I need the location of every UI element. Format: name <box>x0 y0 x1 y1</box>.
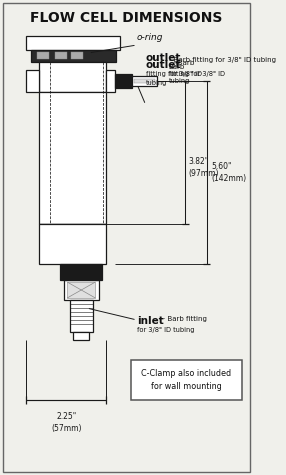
Text: inlet: inlet <box>137 316 164 326</box>
Text: for 3/8" ID tubing: for 3/8" ID tubing <box>137 327 194 333</box>
Bar <box>134 79 156 83</box>
Bar <box>131 360 242 400</box>
Text: · Barb: · Barb <box>173 60 195 66</box>
Text: tubing: tubing <box>169 78 190 84</box>
Bar <box>70 300 93 332</box>
Bar <box>63 280 99 300</box>
Bar <box>71 52 83 59</box>
Text: outlet: outlet <box>146 60 181 70</box>
Text: · Barb fitting: · Barb fitting <box>162 316 206 322</box>
Bar <box>132 76 157 86</box>
Text: 3.82"
(97mm): 3.82" (97mm) <box>188 157 219 178</box>
Text: 5.60"
(142mm): 5.60" (142mm) <box>211 162 246 183</box>
Bar <box>67 282 96 298</box>
Bar <box>37 52 49 59</box>
Text: outlet: outlet <box>146 53 181 63</box>
Text: C-Clamp also included
for wall mounting: C-Clamp also included for wall mounting <box>141 369 231 391</box>
Bar <box>60 264 102 280</box>
Bar <box>106 70 115 92</box>
Bar <box>39 62 106 92</box>
Bar <box>73 332 89 340</box>
Text: fitting for 3/8" ID: fitting for 3/8" ID <box>169 71 225 77</box>
Text: 2.25"
(57mm): 2.25" (57mm) <box>51 412 82 433</box>
Bar <box>55 52 67 59</box>
Bar <box>39 224 106 264</box>
Bar <box>39 92 106 224</box>
Text: FLOW CELL DIMENSIONS: FLOW CELL DIMENSIONS <box>30 11 223 25</box>
Bar <box>31 50 116 62</box>
Text: - Barb fitting for 3/8" ID tubing: - Barb fitting for 3/8" ID tubing <box>169 57 276 63</box>
Bar <box>27 70 39 92</box>
Text: fitting for 3/8" ID: fitting for 3/8" ID <box>146 71 202 77</box>
Bar <box>27 36 120 50</box>
Bar <box>115 74 132 88</box>
Text: o-ring: o-ring <box>137 33 163 42</box>
Text: Barb: Barb <box>169 64 185 70</box>
Text: tubing: tubing <box>146 80 167 86</box>
